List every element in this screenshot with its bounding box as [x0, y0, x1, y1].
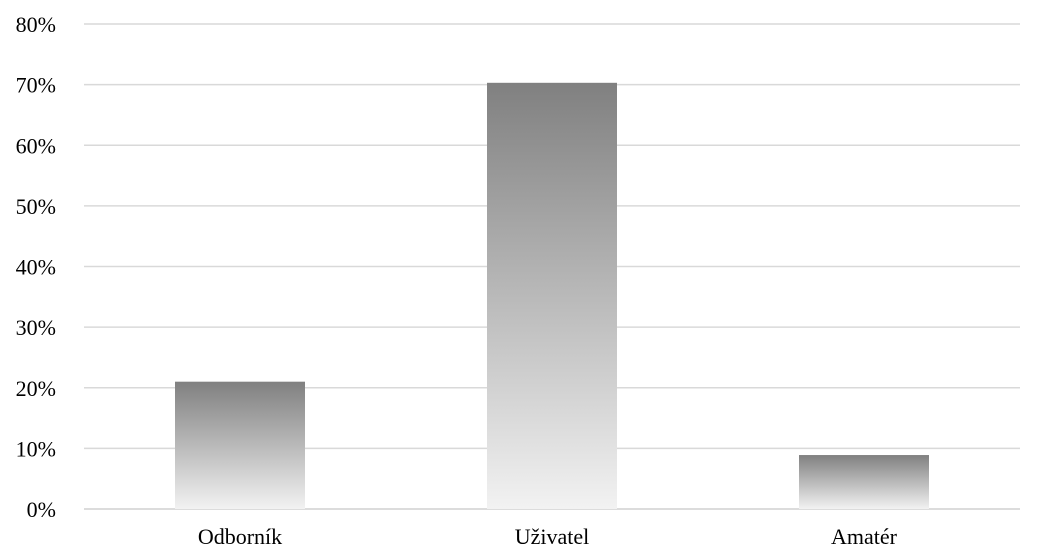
y-tick-label: 50% [16, 194, 56, 219]
x-category-label: Odborník [198, 524, 282, 549]
bar-3 [799, 455, 929, 509]
y-tick-label: 70% [16, 73, 56, 98]
y-tick-label: 40% [16, 255, 56, 280]
y-tick-label: 80% [16, 12, 56, 37]
bars [175, 82, 929, 510]
y-axis-tick-labels: 0% 10% 20% 30% 40% 50% 60% 70% 80% [16, 12, 56, 522]
x-category-label: Amatér [831, 524, 898, 549]
bar-1 [175, 381, 305, 509]
y-tick-label: 20% [16, 376, 56, 401]
y-tick-label: 30% [16, 315, 56, 340]
x-axis-category-labels: Odborník Uživatel Amatér [198, 524, 898, 549]
y-tick-label: 60% [16, 133, 56, 158]
bar-2 [487, 82, 617, 510]
x-category-label: Uživatel [515, 524, 590, 549]
y-tick-label: 10% [16, 436, 56, 461]
y-tick-label: 0% [27, 497, 56, 522]
